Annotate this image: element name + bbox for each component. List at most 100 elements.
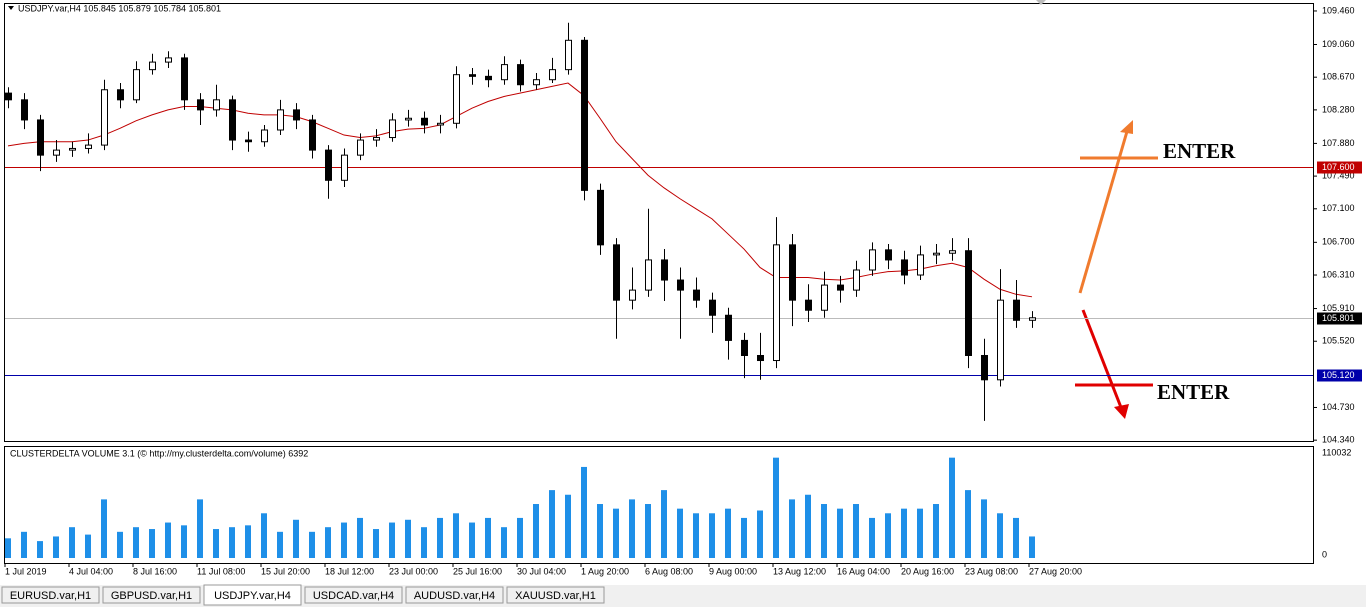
volume-bar: [917, 508, 923, 558]
candle-body: [965, 250, 972, 356]
x-tick-label: 27 Aug 20:00: [1029, 566, 1082, 576]
x-tick-label: 15 Jul 20:00: [261, 566, 310, 576]
volume-bar: [981, 499, 987, 558]
x-tick-label: 1 Aug 20:00: [581, 566, 629, 576]
candle-body: [197, 99, 204, 111]
volume-bar: [373, 529, 379, 558]
candle-body: [757, 354, 764, 362]
volume-bar: [181, 525, 187, 558]
candle-body: [949, 250, 956, 254]
candle-body: [517, 64, 524, 86]
candle-body: [117, 89, 124, 101]
candle-body: [405, 117, 412, 121]
candle-body: [165, 57, 172, 63]
volume-bar: [485, 517, 491, 558]
candle-body: [469, 74, 476, 77]
candle-body: [773, 244, 780, 362]
y-tick-label: 107.880: [1322, 138, 1355, 148]
volume-bar: [101, 499, 107, 558]
candle-body: [325, 149, 332, 181]
arrow-head: [1114, 404, 1129, 419]
tab[interactable]: [506, 586, 605, 604]
tab-label[interactable]: USDCAD.var,H4: [313, 590, 394, 602]
candle-body: [885, 249, 892, 261]
y-tick-label: 107.490: [1322, 170, 1355, 180]
candle-body: [597, 189, 604, 246]
candle-body: [245, 139, 252, 143]
volume-bar: [789, 499, 795, 558]
candle-body: [901, 259, 908, 276]
candle-body: [5, 92, 12, 101]
candle-body: [869, 249, 876, 271]
tab-label[interactable]: AUDUSD.var,H4: [414, 590, 495, 602]
y-tick-label: 108.670: [1322, 72, 1355, 82]
candle-body: [677, 279, 684, 291]
volume-bar: [37, 541, 43, 558]
y-tick-label: 105.910: [1322, 303, 1355, 313]
volume-bar: [357, 517, 363, 558]
candle-body: [213, 99, 220, 111]
tab[interactable]: [1, 586, 100, 604]
x-tick-label: 16 Aug 04:00: [837, 566, 890, 576]
candle-body: [293, 109, 300, 121]
volume-bar: [53, 536, 59, 558]
tab[interactable]: [405, 586, 504, 604]
volume-bar: [133, 527, 139, 558]
candle-body: [357, 139, 364, 156]
volume-bar: [693, 513, 699, 558]
candle-body: [341, 154, 348, 181]
volume-bar: [453, 513, 459, 558]
candle-body: [149, 61, 156, 71]
volume-bar: [469, 522, 475, 558]
indicator-title: CLUSTERDELTA VOLUME 3.1 (© http://my.clu…: [10, 448, 308, 458]
candle-body: [933, 252, 940, 256]
y-tick-label: 108.280: [1322, 104, 1355, 114]
x-tick-label: 23 Jul 00:00: [389, 566, 438, 576]
volume-bar: [869, 517, 875, 558]
volume-bar: [901, 508, 907, 558]
arrow-up: [1078, 127, 1130, 294]
volume-bar: [565, 494, 571, 558]
tab-label[interactable]: EURUSD.var,H1: [10, 590, 91, 602]
y-tick-label: 109.460: [1322, 5, 1355, 15]
menu-arrow: [8, 6, 14, 10]
arrow-down: [1081, 309, 1124, 411]
tab-label[interactable]: XAUUSD.var,H1: [515, 590, 596, 602]
volume-bar: [165, 522, 171, 558]
candle-body: [485, 75, 492, 81]
level-label: 107.600: [1322, 162, 1355, 172]
volume-bar: [773, 457, 779, 558]
tab-label[interactable]: USDJPY.var,H4: [214, 590, 291, 602]
volume-bar: [757, 510, 763, 558]
candle-body: [853, 269, 860, 291]
price-label-box: [1317, 312, 1362, 325]
volume-bar: [229, 527, 235, 558]
volume-bar: [533, 504, 539, 558]
volume-bar: [213, 529, 219, 558]
volume-bar: [405, 519, 411, 558]
candle-body: [661, 259, 668, 281]
tab-label[interactable]: GBPUSD.var,H1: [111, 590, 192, 602]
volume-bar: [421, 527, 427, 558]
volume-bar: [277, 531, 283, 558]
volume-bar: [581, 466, 587, 558]
tab[interactable]: [203, 584, 302, 606]
arrow-head: [1120, 120, 1133, 134]
candle-body: [181, 57, 188, 101]
candle-body: [453, 74, 460, 124]
volume-bar: [997, 513, 1003, 558]
candle-body: [725, 314, 732, 341]
tab[interactable]: [304, 586, 403, 604]
candle-body: [917, 254, 924, 276]
volume-bar: [645, 504, 651, 558]
tab[interactable]: [102, 586, 201, 604]
candle-body: [229, 99, 236, 141]
y-tick-label: 105.520: [1322, 336, 1355, 346]
candle-body: [805, 299, 812, 311]
volume-bar: [933, 504, 939, 558]
candle-body: [21, 99, 28, 121]
volume-bar: [741, 517, 747, 558]
volume-bar: [725, 508, 731, 558]
candle-body: [53, 149, 60, 156]
